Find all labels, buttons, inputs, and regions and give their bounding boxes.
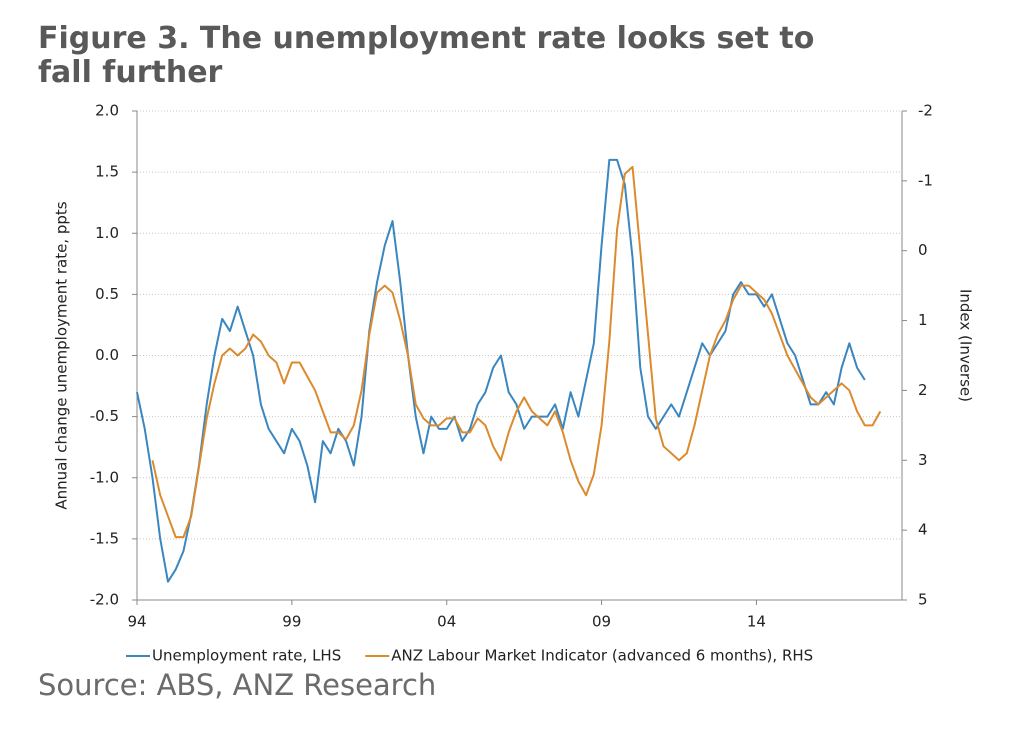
x-tick-label: 04 <box>437 613 456 631</box>
series-line <box>151 165 882 539</box>
y-axis-title: Annual change unemployment rate, ppts <box>53 201 71 509</box>
y2-tick-label: 3 <box>918 451 928 469</box>
series-line <box>136 158 866 583</box>
y2-tick-label: 4 <box>918 521 928 539</box>
chart-title: Figure 3. The unemployment rate looks se… <box>38 21 815 90</box>
x-tick-label: 99 <box>282 613 301 631</box>
y2-tick-label: -1 <box>918 171 933 189</box>
legend-label: ANZ Labour Market Indicator (advanced 6 … <box>391 647 813 665</box>
y-tick-label: -2.0 <box>90 591 119 609</box>
x-tick-label: 14 <box>747 613 766 631</box>
y-tick-label: 1.0 <box>95 224 119 242</box>
y2-tick-label: 2 <box>918 381 928 399</box>
y2-axis-title: Index (Inverse) <box>957 289 975 402</box>
y-tick-label: 0.5 <box>95 285 119 303</box>
source-note: Source: ABS, ANZ Research <box>38 668 437 702</box>
x-tick-label: 94 <box>127 613 146 631</box>
y2-tick-label: 1 <box>918 311 928 329</box>
y-tick-label: 1.5 <box>95 163 119 181</box>
y2-tick-label: 5 <box>918 591 928 609</box>
y-tick-label: -1.5 <box>90 529 119 547</box>
y-tick-label: -0.5 <box>90 407 119 425</box>
legend-label: Unemployment rate, LHS <box>152 647 341 665</box>
y-tick-label: 0.0 <box>95 346 119 364</box>
y2-tick-label: -2 <box>918 102 933 120</box>
y-tick-label: 2.0 <box>95 102 119 120</box>
x-tick-label: 09 <box>592 613 611 631</box>
y-tick-label: -1.0 <box>90 468 119 486</box>
y2-tick-label: 0 <box>918 241 928 259</box>
